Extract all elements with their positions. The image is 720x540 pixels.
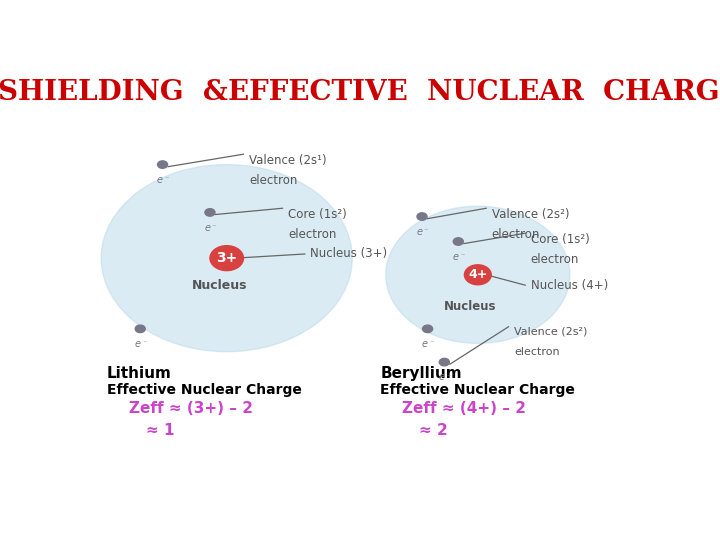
Text: Valence (2s¹): Valence (2s¹) <box>249 154 327 167</box>
Text: e: e <box>204 223 210 233</box>
Text: e: e <box>452 252 459 262</box>
Circle shape <box>454 238 463 245</box>
Text: ⁻: ⁻ <box>164 174 168 184</box>
Text: Lithium: Lithium <box>107 366 171 381</box>
Text: electron: electron <box>492 228 540 241</box>
Circle shape <box>423 325 433 333</box>
Text: Nucleus: Nucleus <box>444 300 497 313</box>
Circle shape <box>417 213 427 220</box>
Text: ≈ 2: ≈ 2 <box>419 423 448 438</box>
Text: Effective Nuclear Charge: Effective Nuclear Charge <box>107 383 302 397</box>
Text: electron: electron <box>514 347 559 357</box>
Text: e: e <box>135 339 140 349</box>
Circle shape <box>464 265 491 285</box>
Circle shape <box>439 359 449 366</box>
Text: Core (1s²): Core (1s²) <box>288 208 347 221</box>
Text: e: e <box>157 175 163 185</box>
Circle shape <box>205 208 215 216</box>
Circle shape <box>135 325 145 333</box>
Circle shape <box>158 161 168 168</box>
Text: 3+: 3+ <box>216 251 238 265</box>
Text: Effective Nuclear Charge: Effective Nuclear Charge <box>380 383 575 397</box>
Circle shape <box>210 246 243 271</box>
Text: Nucleus (3+): Nucleus (3+) <box>310 247 387 260</box>
Text: ⁻: ⁻ <box>424 227 428 235</box>
Circle shape <box>386 206 570 343</box>
Text: ⁻: ⁻ <box>212 222 216 231</box>
Text: e: e <box>422 339 428 349</box>
Text: ⁻: ⁻ <box>446 372 451 381</box>
Text: Beryllium: Beryllium <box>380 366 462 381</box>
Circle shape <box>101 165 352 352</box>
Text: 4+: 4+ <box>468 268 487 281</box>
Text: ≈ 1: ≈ 1 <box>145 423 174 438</box>
Text: electron: electron <box>288 228 336 241</box>
Text: Nucleus: Nucleus <box>192 279 247 292</box>
Text: Zeff ≈ (3+) – 2: Zeff ≈ (3+) – 2 <box>129 401 253 416</box>
Text: Core (1s²): Core (1s²) <box>531 233 590 246</box>
Text: SHIELDING  &EFFECTIVE  NUCLEAR  CHARGE: SHIELDING &EFFECTIVE NUCLEAR CHARGE <box>0 79 720 106</box>
Text: e: e <box>438 373 444 382</box>
Text: electron: electron <box>249 174 297 187</box>
Text: e: e <box>416 227 422 237</box>
Text: Nucleus (4+): Nucleus (4+) <box>531 279 608 292</box>
Text: electron: electron <box>531 253 579 266</box>
Text: ⁻: ⁻ <box>142 339 146 348</box>
Text: ⁻: ⁻ <box>460 252 464 260</box>
Text: Valence (2s²): Valence (2s²) <box>492 208 570 221</box>
Text: Valence (2s²): Valence (2s²) <box>514 327 588 337</box>
Text: Zeff ≈ (4+) – 2: Zeff ≈ (4+) – 2 <box>402 401 526 416</box>
Text: ⁻: ⁻ <box>429 339 433 348</box>
